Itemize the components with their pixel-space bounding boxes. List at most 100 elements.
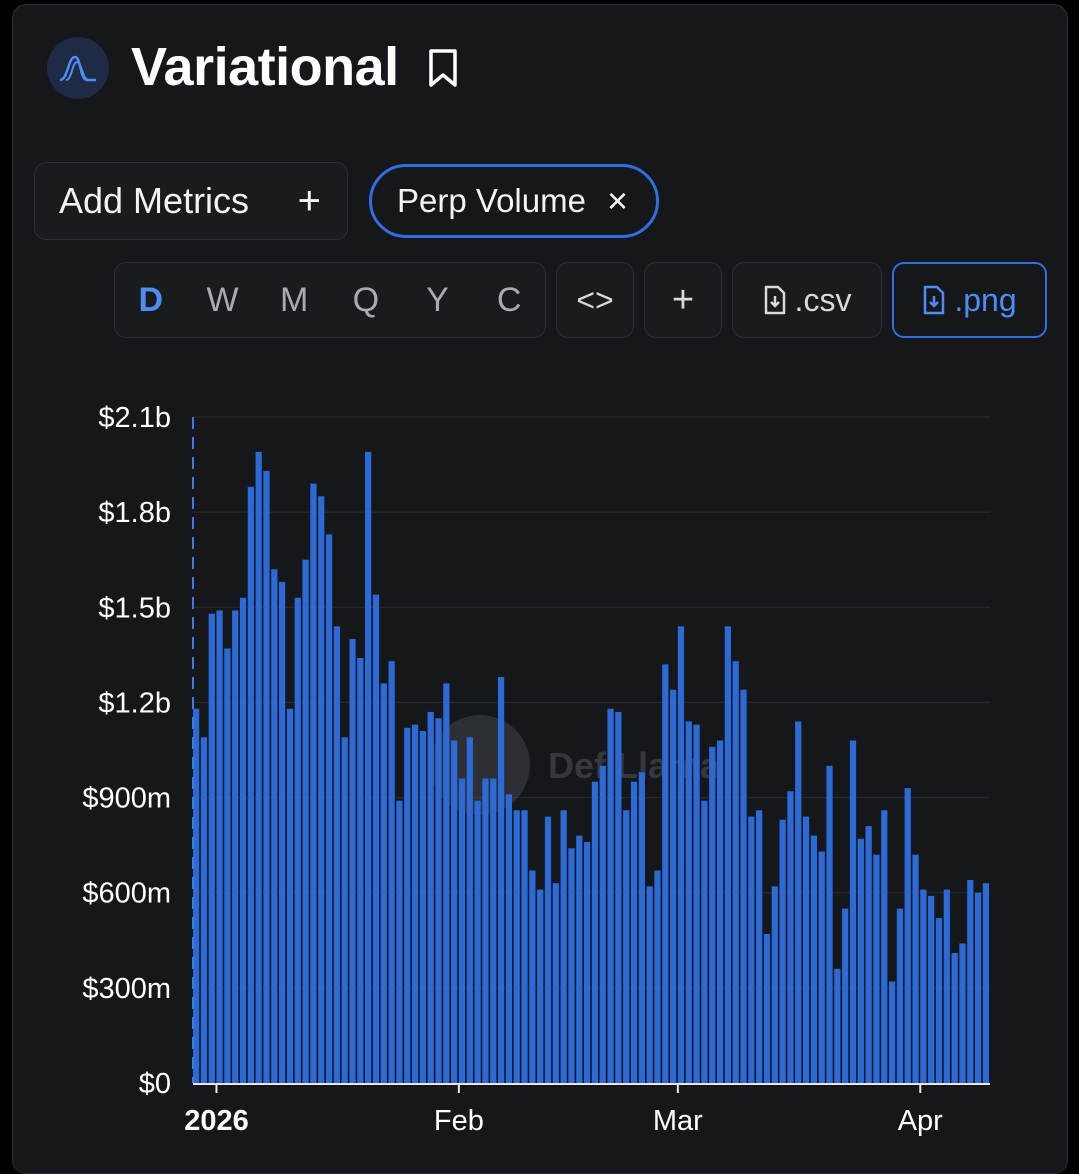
bar (388, 661, 395, 1083)
bar (849, 740, 857, 1083)
bar (341, 737, 348, 1083)
bar (357, 658, 364, 1083)
add-metrics-label: Add Metrics (59, 180, 250, 221)
bar (857, 838, 864, 1083)
bar (232, 610, 239, 1083)
bar (294, 597, 301, 1083)
bar (435, 718, 442, 1083)
bar (724, 626, 731, 1083)
bar (505, 794, 513, 1083)
bar (646, 886, 653, 1083)
file-download-icon (924, 285, 945, 315)
period-d[interactable]: D (138, 280, 164, 319)
bar (732, 661, 739, 1083)
csv-label: .csv (794, 281, 852, 318)
bookmark-icon[interactable] (426, 47, 460, 89)
bar (865, 826, 872, 1083)
period-q[interactable]: Q (352, 280, 380, 319)
bar (193, 708, 200, 1083)
bar (943, 889, 950, 1083)
period-c[interactable]: C (496, 280, 522, 319)
bar (286, 708, 294, 1083)
bar (787, 791, 794, 1083)
bar (834, 968, 841, 1083)
bar (200, 737, 208, 1083)
bar (607, 708, 614, 1083)
bar (896, 908, 904, 1083)
bar (685, 721, 692, 1083)
bar (247, 486, 254, 1083)
bar (380, 683, 387, 1083)
bar (474, 800, 481, 1083)
bar (810, 835, 817, 1083)
bar (771, 886, 778, 1083)
bar (419, 730, 426, 1083)
bar (982, 883, 990, 1083)
y-tick-label: $1.2b (98, 687, 171, 719)
watermark-text: DefiLlama (548, 745, 721, 786)
bar (325, 534, 333, 1083)
bar (615, 711, 622, 1083)
bar (263, 470, 270, 1083)
bar (372, 594, 380, 1083)
bar (873, 854, 880, 1083)
bar (537, 889, 544, 1083)
bar (560, 810, 567, 1083)
bar (279, 581, 286, 1083)
bar (365, 451, 372, 1083)
bar (928, 895, 935, 1083)
plus-icon: + (297, 179, 321, 223)
close-icon[interactable]: × (606, 180, 628, 221)
x-tick-label: Feb (434, 1105, 484, 1137)
variational-logo-icon (59, 55, 96, 82)
bar (302, 559, 309, 1083)
bar (427, 711, 434, 1083)
bar (881, 810, 888, 1083)
bar (482, 778, 489, 1083)
y-tick-label: $2.1b (98, 402, 171, 434)
bar (591, 781, 599, 1083)
file-download-icon (764, 285, 785, 315)
add-chart-button[interactable]: + (644, 262, 722, 338)
bar (975, 892, 982, 1083)
bar (490, 778, 497, 1083)
bar (630, 781, 638, 1083)
metric-pill-perp-volume[interactable]: Perp Volume × (369, 164, 659, 238)
bar (623, 810, 630, 1083)
bar (521, 810, 528, 1083)
bar (513, 810, 520, 1083)
bar (638, 772, 645, 1083)
period-w[interactable]: W (206, 280, 239, 319)
embed-button[interactable]: <> (556, 262, 634, 338)
download-png-button[interactable]: .png (892, 262, 1047, 338)
bar (544, 816, 552, 1083)
page-title: Variational (131, 37, 399, 97)
download-csv-button[interactable]: .csv (732, 262, 882, 338)
bar (701, 800, 708, 1083)
perp-volume-chart: $0 $300m $600m $900m $1.2b $1.5b $1.8b $2.1b Def… (82, 402, 990, 1137)
bar (318, 496, 325, 1083)
bar (568, 848, 575, 1083)
bar (920, 889, 927, 1083)
bar (670, 689, 677, 1083)
period-y[interactable]: Y (426, 280, 449, 319)
bar (888, 981, 896, 1083)
x-tick-label: 2026 (184, 1105, 249, 1137)
bar (951, 952, 958, 1083)
bar (795, 721, 802, 1083)
bar (826, 765, 833, 1083)
period-m[interactable]: M (280, 280, 309, 319)
bar (709, 746, 716, 1083)
plus-icon: + (671, 278, 695, 321)
bar (224, 648, 231, 1083)
bar (239, 597, 247, 1083)
bar (404, 727, 411, 1083)
bar (310, 483, 317, 1084)
bar (584, 841, 591, 1083)
add-metrics-button[interactable]: Add Metrics + (34, 162, 348, 240)
bar (208, 613, 215, 1083)
bar (458, 778, 466, 1083)
bar (451, 740, 458, 1083)
bar (411, 724, 419, 1083)
bar (967, 880, 974, 1083)
